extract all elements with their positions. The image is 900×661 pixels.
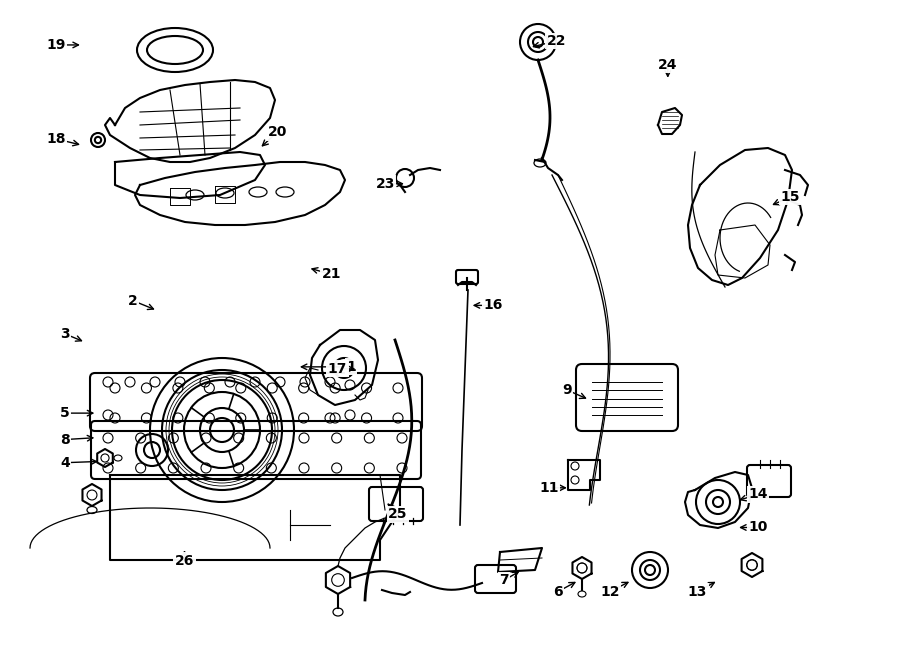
Text: 9: 9	[562, 383, 572, 397]
Text: 18: 18	[46, 132, 66, 146]
Text: 20: 20	[267, 125, 287, 139]
Text: 7: 7	[500, 573, 508, 588]
Text: 26: 26	[175, 553, 194, 568]
Text: 14: 14	[748, 487, 768, 502]
Text: 13: 13	[688, 584, 707, 599]
Text: 1: 1	[346, 360, 356, 374]
Text: 11: 11	[539, 481, 559, 495]
Text: 12: 12	[600, 584, 620, 599]
Text: 6: 6	[554, 584, 562, 599]
Text: 8: 8	[60, 432, 69, 447]
Text: 2: 2	[129, 293, 138, 308]
Text: 4: 4	[60, 455, 69, 470]
Text: 16: 16	[483, 298, 503, 313]
Text: 10: 10	[748, 520, 768, 535]
Text: 3: 3	[60, 327, 69, 341]
Text: 17: 17	[328, 362, 347, 376]
Text: 19: 19	[46, 38, 66, 52]
Text: 22: 22	[546, 34, 566, 48]
Text: 24: 24	[658, 58, 678, 72]
Text: 23: 23	[375, 176, 395, 191]
Text: 5: 5	[60, 406, 69, 420]
Text: 25: 25	[388, 507, 408, 522]
Text: 15: 15	[780, 190, 800, 204]
Text: 21: 21	[321, 267, 341, 282]
